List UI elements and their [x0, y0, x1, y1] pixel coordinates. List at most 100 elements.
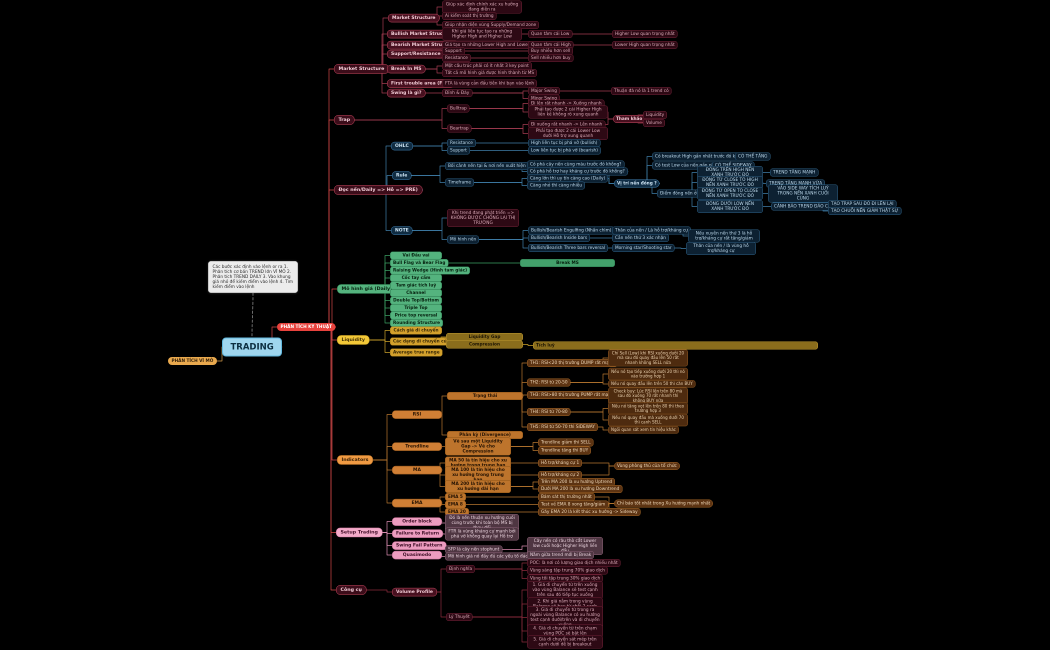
node-tichluy[interactable]: Tích luỹ [533, 341, 818, 350]
node-mhn1_r2[interactable]: Nếu xuyên nến thứ 3 là hỗ trợ/kháng cự r… [688, 229, 760, 243]
node-vq1_r[interactable]: CÓ THỂ TĂNG [735, 152, 771, 161]
node-cbo[interactable]: Chỉ báo tốt nhất trong Xu hướng mạnh nhấ… [614, 499, 714, 508]
node-lt[interactable]: Lý Thuyết [446, 612, 473, 622]
node-rule_tf[interactable]: Timeframe [445, 178, 475, 187]
node-rsi[interactable]: RSI [392, 410, 442, 419]
node-ma[interactable]: MA [392, 465, 442, 475]
node-mhn3[interactable]: Bullish/Bearish Three bars reversal [528, 243, 609, 253]
node-rule[interactable]: Rule [392, 171, 412, 180]
node-docnen[interactable]: Đọc nến/Daily => Hỗ => PRE) [334, 185, 423, 195]
node-sr_res[interactable]: Resistance [442, 53, 471, 63]
node-qm_d2[interactable]: Nằm giữa trend mới bị Break [527, 550, 595, 560]
node-dd4_r2[interactable]: TẠO CHUỖI NẾN GIẢM THẬT SỰ [828, 206, 902, 216]
node-cc[interactable]: Công cụ [336, 585, 367, 595]
node-bull_low[interactable]: Quan tâm cái Low [528, 29, 573, 39]
node-ms2_d2[interactable]: Ai kiểm soát thị trường [442, 11, 497, 21]
node-vpt[interactable]: Vùng phòng thủ của tổ chức [614, 461, 680, 471]
node-ob[interactable]: Order block [392, 517, 442, 526]
node-ind[interactable]: Indicators [337, 455, 373, 465]
node-dd3[interactable]: ĐÓNG TỪ OPEN TO CLOSE NẾN XANH TRƯỚC ĐÓ [697, 186, 763, 201]
node-trading[interactable]: TRADING [222, 337, 283, 357]
node-r1[interactable]: Chỉ Sell (Low) khi RSI xuống dưới 20 mà … [608, 349, 688, 367]
node-lt5[interactable]: 5. Giá di chuyển sát mép trên cạnh dưới … [527, 635, 603, 649]
node-trangthai[interactable]: Trạng thái [447, 391, 523, 401]
node-th1[interactable]: TH1: RSI<20 thị trường DUMP rất mạnh [527, 358, 618, 368]
node-note2_d[interactable]: Khi trend đang phát triển => KHÔNG ĐƯỢC … [447, 208, 519, 228]
node-ptkt[interactable]: PHÂN TÍCH KỸ THUẬT [277, 322, 336, 332]
node-rule_bc[interactable]: Bối cảnh nến tại & nơi nến xuất hiện [445, 161, 529, 171]
node-brk[interactable]: Break In MS [387, 64, 426, 74]
node-note2[interactable]: NOTE [391, 226, 413, 235]
node-tk_liq[interactable]: Liquidity [643, 110, 668, 120]
node-ptvm[interactable]: PHÂN TÍCH VĨ MÔ [168, 356, 217, 366]
node-r6[interactable]: Nếu nó quay đầu mà xuống dưới 70 thì can… [608, 413, 688, 427]
node-ma200[interactable]: MA 200 là tín hiệu cho xu hướng dài hạn [445, 479, 511, 494]
node-vp[interactable]: Volume Profile [392, 587, 437, 597]
node-lt1[interactable]: 1. Giá di chuyển từ trên xuống vào vùng … [527, 580, 603, 600]
edge-rule-rule_bc [411, 165, 446, 176]
node-dn[interactable]: Định nghĩa [446, 564, 476, 574]
node-bulltrap[interactable]: Bulltrap [447, 104, 470, 113]
node-dd1_r[interactable]: TREND TĂNG MẠNH [770, 168, 819, 177]
node-sr[interactable]: Support/Resistance [387, 49, 445, 59]
node-dd3_r[interactable]: VÀO SIDE WAY TÍCH LUỸ TRONG NẾN XANH CUỐ… [768, 184, 838, 203]
node-vitri[interactable]: Vị trí nến đóng ? [614, 179, 660, 188]
node-qm[interactable]: Quasimodo [392, 550, 442, 560]
node-th2[interactable]: TH2: RSI từ 20-50 [527, 378, 571, 387]
node-ftr_d[interactable]: FTR là vùng kháng cự mạnh bởi phá vỡ khô… [445, 527, 519, 541]
node-ftr[interactable]: Failure to Return [392, 529, 444, 538]
node-ohlc_d2[interactable]: Low liên tục bị phá vỡ (bearish) [528, 146, 601, 155]
node-ms2[interactable]: Market Structure [388, 13, 440, 23]
node-comp[interactable]: Compression [446, 340, 523, 349]
node-fta_d[interactable]: FTA là vùng cản đầu tiên khi bạn vào lện… [442, 79, 538, 88]
node-ohlc[interactable]: OHLC [391, 141, 413, 151]
node-rq4[interactable]: Càng nhỏ thì càng nhiễu [527, 181, 586, 190]
node-swing[interactable]: Swing là gì? [387, 88, 426, 98]
node-tl[interactable]: Trendline [392, 442, 442, 451]
node-brk_d2[interactable]: Tất cả mô hình giá được hình thành từ MS [442, 68, 538, 78]
node-sfp[interactable]: Swing Fail Pattern [392, 541, 447, 550]
node-th5[interactable]: TH5: RSI từ 50-70 thì SIDEWAY [527, 422, 598, 432]
node-th3[interactable]: TH3: RSI>80 thị trường PUMP rất mạnh [527, 390, 617, 400]
node-tk_vol[interactable]: Volume [643, 118, 665, 128]
node-poc2[interactable]: Vùng sáng tập trung 70% giao dịch [527, 566, 608, 575]
node-th4[interactable]: TH4: RSI từ 70-80 [527, 407, 571, 417]
node-st[interactable]: Setup Trading [336, 527, 383, 538]
node-bull_d[interactable]: Khi giá liên tục tạo ra những Higher Hig… [442, 27, 522, 41]
node-ema20_d[interactable]: Gãy EMA 20 là kết thúc xu hướng -> Sidew… [538, 507, 641, 517]
node-hk1[interactable]: Hỗ trợ/kháng cự 1 [538, 458, 583, 468]
node-ms[interactable]: Market Structure [334, 64, 389, 74]
node-bt_d2[interactable]: Phải tạo được 2 cái Higher High liền kề … [528, 105, 608, 119]
node-ema[interactable]: EMA [392, 498, 442, 508]
node-tl_d[interactable]: Vẽ sau một Liquidity Gap -> Vẽ cho Compr… [445, 437, 511, 456]
node-tl_sell[interactable]: Trendline giảm thì SELL [538, 438, 594, 447]
node-sfp_d2[interactable]: Cây nến có râu thò cắt Lower low cuối ho… [527, 536, 603, 556]
node-ohlc_sup[interactable]: Support [447, 146, 470, 155]
node-swing_d[interactable]: Đỉnh & Đáy [442, 88, 473, 98]
node-mhg[interactable]: Mô hình giá (Daily) [337, 284, 397, 294]
node-r2[interactable]: Nếu nó tạo tiếp xuống dưới 20 thì nó vào… [608, 367, 688, 381]
node-bear_lh[interactable]: Lower High quan trọng nhất [612, 40, 678, 50]
node-mhn[interactable]: Mô hình nến [447, 235, 480, 244]
node-notebox[interactable]: Các bước xác định vào lệnh or ra 1. Phân… [208, 260, 298, 294]
node-major_d[interactable]: Thuận đà nó là 1 trend có [611, 86, 672, 96]
node-mhn2[interactable]: Bullish/Bearish Inside bars [528, 233, 591, 243]
node-mhn3_r[interactable]: Morning star/Shooting star [612, 243, 675, 253]
node-sr_sell[interactable]: Sell nhiều hơn buy [528, 53, 574, 63]
node-trap[interactable]: Trap [334, 115, 355, 125]
node-thamkhao[interactable]: Tham khảo [613, 114, 646, 124]
node-beartrap[interactable]: Beartrap [447, 124, 472, 133]
node-cach[interactable]: Cách giá di chuyển [390, 326, 442, 335]
node-mhn2_r[interactable]: Cần nến thứ 3 xác nhận [612, 233, 669, 243]
node-dd4[interactable]: ĐÓNG DƯỚI LOW NẾN XANH TRƯỚC ĐÓ [697, 199, 763, 214]
node-tl_buy[interactable]: Trendline tăng thì BUY [538, 446, 592, 455]
node-ma200_dn[interactable]: Dưới MA 200 là xu hướng Downtrend [538, 484, 623, 494]
node-bull_hl[interactable]: Higher Low quan trọng nhất [612, 29, 678, 39]
node-r7[interactable]: Ngồi quan sát xem tín hiệu khác [608, 426, 679, 434]
node-mhn3_r2[interactable]: Thân của nến / là vùng hỗ trợ/kháng cự [686, 241, 756, 256]
node-avg[interactable]: Average true range [390, 348, 443, 357]
node-liq[interactable]: Liquidity [337, 335, 370, 345]
node-breakms[interactable]: Break MS [520, 258, 615, 268]
